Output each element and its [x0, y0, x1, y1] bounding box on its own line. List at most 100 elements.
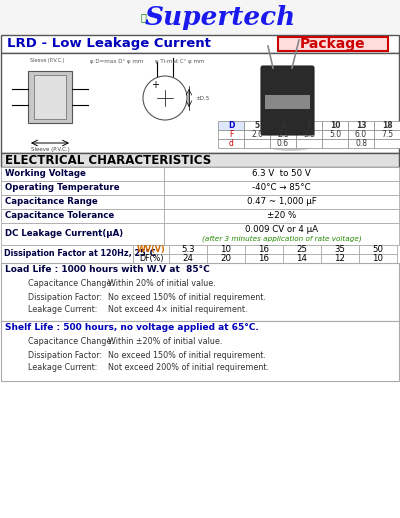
Text: φ Ti-mat C° φ mm: φ Ti-mat C° φ mm: [155, 59, 204, 64]
Text: 24: 24: [182, 254, 194, 263]
Text: Within ±20% of initial value.: Within ±20% of initial value.: [108, 338, 222, 347]
Bar: [245, 245, 283, 254]
Text: DF(%): DF(%): [139, 254, 163, 263]
Text: Not exceed 4× initial requirement.: Not exceed 4× initial requirement.: [108, 306, 248, 314]
Text: Dissipation Factor at 120Hz, 25°C: Dissipation Factor at 120Hz, 25°C: [4, 250, 156, 258]
Bar: [283, 245, 321, 254]
Ellipse shape: [268, 141, 313, 151]
Text: φ D=max D° φ mm: φ D=max D° φ mm: [90, 59, 143, 64]
Text: F: F: [229, 130, 233, 139]
Text: 16: 16: [258, 254, 270, 263]
Bar: [374, 139, 400, 148]
Text: Leakage Current:: Leakage Current:: [28, 364, 97, 372]
Bar: [322, 139, 348, 148]
Text: Capacitance Range: Capacitance Range: [5, 197, 98, 207]
Bar: [374, 130, 400, 139]
Bar: [296, 121, 322, 130]
Text: 6.0: 6.0: [355, 130, 367, 139]
Bar: [218, 121, 244, 130]
Text: 20: 20: [220, 254, 232, 263]
Text: 6.3 V  to 50 V: 6.3 V to 50 V: [252, 169, 311, 179]
Bar: [296, 139, 322, 148]
Bar: [359, 254, 397, 263]
Bar: [164, 181, 399, 195]
Bar: [244, 139, 270, 148]
Text: 5.0: 5.0: [329, 130, 341, 139]
Text: 🚛: 🚛: [140, 12, 146, 22]
Text: LRD - Low Leakage Current: LRD - Low Leakage Current: [7, 37, 211, 50]
Text: 10: 10: [330, 121, 340, 130]
Bar: [34, 75, 66, 119]
Text: Capacitance Change:: Capacitance Change:: [28, 338, 114, 347]
Text: Not exceed 200% of initial requirement.: Not exceed 200% of initial requirement.: [108, 364, 269, 372]
Text: 8: 8: [306, 121, 312, 130]
Text: Load Life : 1000 hours with W.V at  85°C: Load Life : 1000 hours with W.V at 85°C: [5, 266, 210, 275]
Text: DC Leakage Current(µA): DC Leakage Current(µA): [5, 229, 123, 238]
Text: Capacitance Tolerance: Capacitance Tolerance: [5, 211, 114, 221]
Bar: [207, 254, 245, 263]
Bar: [1, 167, 164, 181]
Bar: [164, 195, 399, 209]
Bar: [169, 245, 207, 254]
Text: 2.5: 2.5: [277, 130, 289, 139]
Text: (after 3 minutes application of rate voltage): (after 3 minutes application of rate vol…: [202, 236, 361, 242]
Bar: [270, 139, 296, 148]
Text: 18: 18: [382, 121, 392, 130]
Text: -40°C → 85°C: -40°C → 85°C: [252, 183, 311, 193]
Text: 50: 50: [372, 245, 384, 254]
Text: Sleeve (P.V.C.): Sleeve (P.V.C.): [31, 147, 69, 151]
Text: ±20 %: ±20 %: [267, 211, 296, 221]
Text: 35: 35: [334, 245, 346, 254]
Text: ELECTRICAL CHARACTERISTICS: ELECTRICAL CHARACTERISTICS: [5, 153, 211, 166]
Bar: [1, 209, 164, 223]
Bar: [348, 139, 374, 148]
Text: 25: 25: [296, 245, 308, 254]
Bar: [1, 321, 399, 381]
Text: Leakage Current:: Leakage Current:: [28, 306, 97, 314]
Bar: [348, 130, 374, 139]
Bar: [244, 130, 270, 139]
Text: +: +: [151, 80, 159, 90]
Text: 0.6: 0.6: [277, 139, 289, 148]
Bar: [321, 245, 359, 254]
Bar: [270, 121, 296, 130]
Text: Working Voltage: Working Voltage: [5, 169, 86, 179]
Bar: [359, 245, 397, 254]
Bar: [265, 95, 310, 109]
Bar: [1, 35, 399, 53]
Bar: [296, 130, 322, 139]
Bar: [164, 167, 399, 181]
Text: Dissipation Factor:: Dissipation Factor:: [28, 351, 102, 359]
Bar: [322, 130, 348, 139]
Text: 3.5: 3.5: [303, 130, 315, 139]
Bar: [1, 195, 164, 209]
Bar: [1, 53, 399, 153]
Text: 5.3: 5.3: [181, 245, 195, 254]
Text: 16: 16: [258, 245, 270, 254]
Text: 0.47 ~ 1,000 µF: 0.47 ~ 1,000 µF: [247, 197, 316, 207]
Text: d: d: [228, 139, 234, 148]
Bar: [207, 245, 245, 254]
Text: WV(V): WV(V): [137, 245, 165, 254]
Text: 5: 5: [254, 121, 260, 130]
Text: Shelf Life : 500 hours, no voltage applied at 65°C.: Shelf Life : 500 hours, no voltage appli…: [5, 324, 259, 333]
Text: 13: 13: [356, 121, 366, 130]
Text: 2.0: 2.0: [251, 130, 263, 139]
Bar: [133, 254, 169, 263]
Bar: [283, 254, 321, 263]
Bar: [1, 263, 399, 321]
Bar: [1, 153, 399, 167]
Text: Within 20% of initial value.: Within 20% of initial value.: [108, 280, 216, 289]
Bar: [348, 121, 374, 130]
Text: 10: 10: [220, 245, 232, 254]
Text: Capacitance Change:: Capacitance Change:: [28, 280, 114, 289]
Text: Package: Package: [300, 37, 366, 51]
Bar: [164, 223, 399, 245]
Text: 0.009 CV or 4 µA: 0.009 CV or 4 µA: [245, 225, 318, 234]
Text: 14: 14: [296, 254, 308, 263]
Text: 6: 6: [280, 121, 286, 130]
Text: No exceed 150% of initial requirement.: No exceed 150% of initial requirement.: [108, 293, 266, 301]
Bar: [1, 245, 133, 263]
Text: Operating Temperature: Operating Temperature: [5, 183, 120, 193]
Bar: [0, 0, 400, 35]
